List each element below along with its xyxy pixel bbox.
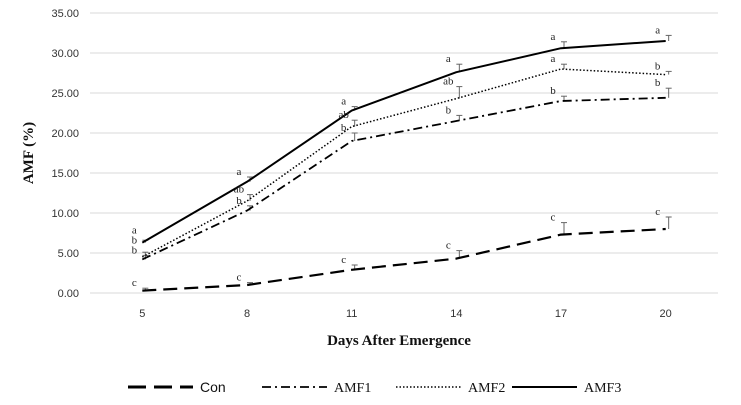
significance-letter: b (655, 60, 661, 72)
series-line-amf2 (141, 68, 666, 258)
x-tick-label: 8 (244, 308, 250, 320)
series-line-con (142, 227, 666, 292)
significance-letter: a (551, 31, 556, 43)
y-tick-label: 35.00 (51, 8, 79, 20)
significance-letter: a (237, 166, 242, 178)
legend-label-amf1: AMF1 (334, 381, 371, 396)
error-bars (142, 34, 672, 291)
significance-letter: b (236, 195, 242, 207)
legend-label-amf2: AMF2 (468, 381, 505, 396)
legend: Con AMF1 AMF2 AMF3 (128, 379, 621, 396)
significance-letter: b (341, 122, 347, 134)
gridlines (90, 12, 718, 294)
x-tick-label: 5 (139, 308, 145, 320)
y-tick-label: 15.00 (51, 168, 79, 180)
significance-letter: b (655, 77, 661, 89)
significance-letter: ab (234, 184, 245, 196)
y-axis-title: AMF (%) (21, 122, 37, 184)
x-tick-labels: 5 8 11 14 17 20 (139, 308, 672, 320)
series-line-amf1 (141, 96, 666, 261)
significance-letter: ab (443, 76, 454, 88)
significance-letter: a (341, 96, 346, 108)
legend-label-con: Con (200, 379, 226, 395)
significance-letter: c (132, 277, 137, 289)
significance-letter: c (655, 206, 660, 218)
y-tick-labels: 0.00 5.00 10.00 15.00 20.00 25.00 30.00 35.00 (51, 8, 79, 300)
y-tick-label: 30.00 (51, 48, 79, 60)
y-tick-label: 0.00 (58, 288, 79, 300)
significance-letter: c (237, 272, 242, 284)
y-tick-label: 5.00 (58, 248, 79, 260)
significance-letter: a (446, 53, 451, 65)
significance-letter: b (132, 234, 138, 246)
significance-letter: b (550, 85, 556, 97)
x-tick-label: 14 (450, 308, 462, 320)
significance-letter: ab (338, 109, 349, 121)
significance-letter: a (551, 53, 556, 65)
x-tick-label: 17 (555, 308, 567, 320)
x-axis-title: Days After Emergence (327, 333, 471, 349)
significance-letter: c (446, 240, 451, 252)
x-tick-label: 20 (660, 308, 672, 320)
significance-letter: c (341, 254, 346, 266)
significance-letter: a (132, 224, 137, 236)
y-tick-label: 10.00 (51, 208, 79, 220)
y-tick-label: 20.00 (51, 128, 79, 140)
legend-label-amf3: AMF3 (584, 381, 621, 396)
significance-letter: c (551, 212, 556, 224)
significance-letter: a (655, 24, 660, 36)
significance-letter: b (446, 104, 452, 116)
series-lines (141, 40, 666, 292)
x-tick-label: 11 (346, 308, 357, 320)
y-tick-label: 25.00 (51, 88, 79, 100)
significance-letter: b (132, 244, 138, 256)
series-line-amf3 (141, 40, 666, 244)
